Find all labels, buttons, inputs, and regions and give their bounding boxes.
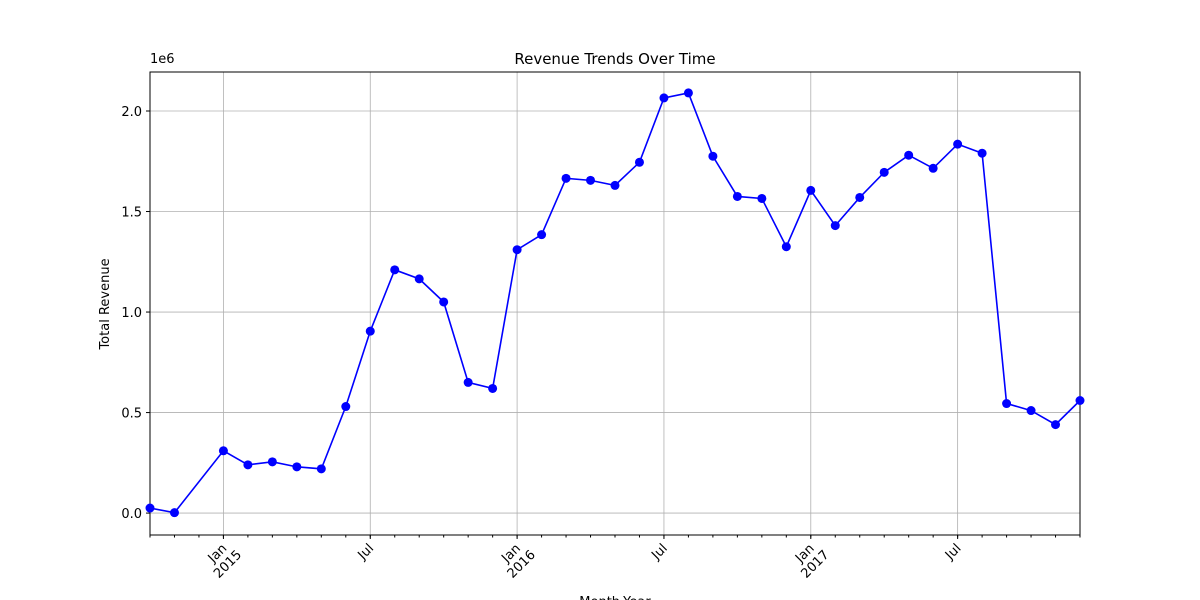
point	[169, 508, 179, 518]
point	[683, 88, 693, 98]
point	[488, 383, 498, 393]
point	[610, 180, 620, 190]
point	[879, 167, 889, 177]
x-tick-label: Jul	[355, 541, 377, 563]
y-tick-label: 0.5	[121, 407, 142, 422]
point	[781, 242, 791, 252]
y-tick-label: 2.0	[121, 105, 142, 120]
point	[218, 446, 228, 456]
point	[977, 148, 987, 158]
point	[267, 457, 277, 467]
point	[830, 221, 840, 231]
point	[145, 503, 155, 513]
point	[463, 377, 473, 387]
x-tick-label: Jan2016	[494, 537, 539, 582]
y-offset-label: 1e6	[150, 52, 175, 67]
point	[1051, 420, 1061, 430]
x-axis-label: Month-Year	[579, 595, 651, 600]
point	[708, 151, 718, 161]
point	[414, 274, 424, 284]
point	[561, 173, 571, 183]
point	[953, 139, 963, 149]
point	[757, 193, 767, 203]
point	[390, 265, 400, 275]
x-tick-label: Jul	[648, 541, 670, 563]
point	[904, 150, 914, 160]
point	[806, 185, 816, 195]
plot-frame	[149, 71, 1081, 536]
line	[149, 91, 1081, 514]
x-tick-label: Jan2015	[200, 537, 245, 582]
y-tick-label: 1.0	[121, 306, 142, 321]
y-tick-label: 0.0	[121, 507, 142, 522]
point	[1075, 396, 1085, 406]
point	[365, 326, 375, 336]
point	[243, 460, 253, 470]
point	[537, 230, 547, 240]
point	[855, 192, 865, 202]
point	[1002, 399, 1012, 409]
point	[928, 163, 938, 173]
point	[439, 297, 449, 307]
y-axis-label: Total Revenue	[98, 258, 113, 350]
point	[659, 93, 669, 103]
point	[586, 175, 596, 185]
point	[316, 464, 326, 474]
point	[512, 245, 522, 255]
point	[341, 402, 351, 412]
chart-title: Revenue Trends Over Time	[514, 50, 715, 68]
y-tick-label: 1.5	[121, 206, 142, 221]
point	[1026, 406, 1036, 416]
point	[292, 462, 302, 472]
x-tick-label: Jul	[942, 541, 964, 563]
point	[732, 191, 742, 201]
point	[634, 157, 644, 167]
x-tick-label: Jan2017	[788, 537, 833, 582]
